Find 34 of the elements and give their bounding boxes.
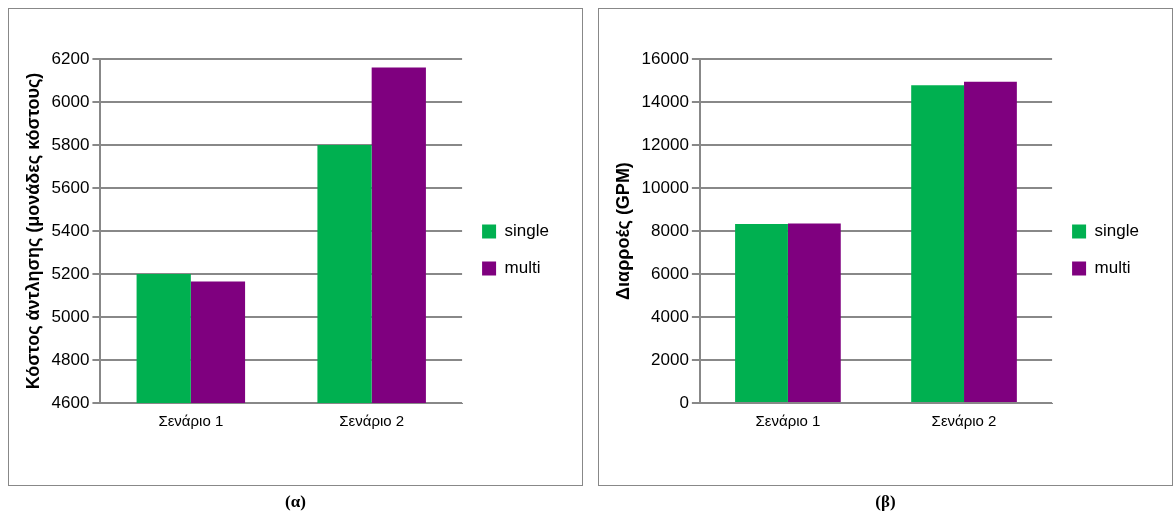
- y-tick-label: 14000: [641, 91, 689, 111]
- y-tick-label: 6000: [51, 91, 90, 111]
- legend-label: multi: [1094, 258, 1131, 278]
- y-tick-label: 0: [679, 392, 689, 412]
- text: (β): [874, 492, 897, 512]
- text: (α): [284, 492, 307, 512]
- y-tick-label: 5800: [51, 134, 90, 154]
- bar: [964, 81, 1017, 402]
- x-tick-label: Σενάριο 1: [158, 412, 224, 430]
- y-tick-label: 6200: [51, 48, 90, 68]
- y-tick-label: 5000: [51, 306, 90, 326]
- bar: [787, 223, 841, 402]
- legend-label: single: [504, 221, 549, 241]
- y-tick-label: 4000: [651, 306, 689, 326]
- y-axis-title: Διαρροές (GPM): [612, 162, 633, 300]
- legend-label: single: [1094, 221, 1139, 241]
- y-axis-title: Κόστος άντλησης (μονάδες κόστους): [22, 72, 43, 390]
- x-tick-label: Σενάριο 1: [755, 412, 821, 430]
- y-tick-label: 16000: [641, 48, 689, 68]
- y-tick-label: 5400: [51, 220, 90, 240]
- legend-label: multi: [504, 258, 541, 278]
- y-tick-label: 4600: [51, 392, 90, 412]
- bar: [735, 223, 788, 402]
- y-tick-label: 10000: [641, 177, 689, 197]
- y-tick-label: 5200: [51, 263, 90, 283]
- x-tick-label: Σενάριο 2: [339, 412, 405, 430]
- y-tick-label: 2000: [651, 349, 689, 369]
- y-tick-label: 12000: [641, 134, 689, 154]
- y-tick-label: 5600: [51, 177, 90, 197]
- bar: [911, 85, 965, 402]
- y-tick-label: 8000: [651, 220, 689, 240]
- y-tick-label: 6000: [651, 263, 689, 283]
- x-tick-label: Σενάριο 2: [931, 412, 997, 430]
- y-tick-label: 4800: [51, 349, 90, 369]
